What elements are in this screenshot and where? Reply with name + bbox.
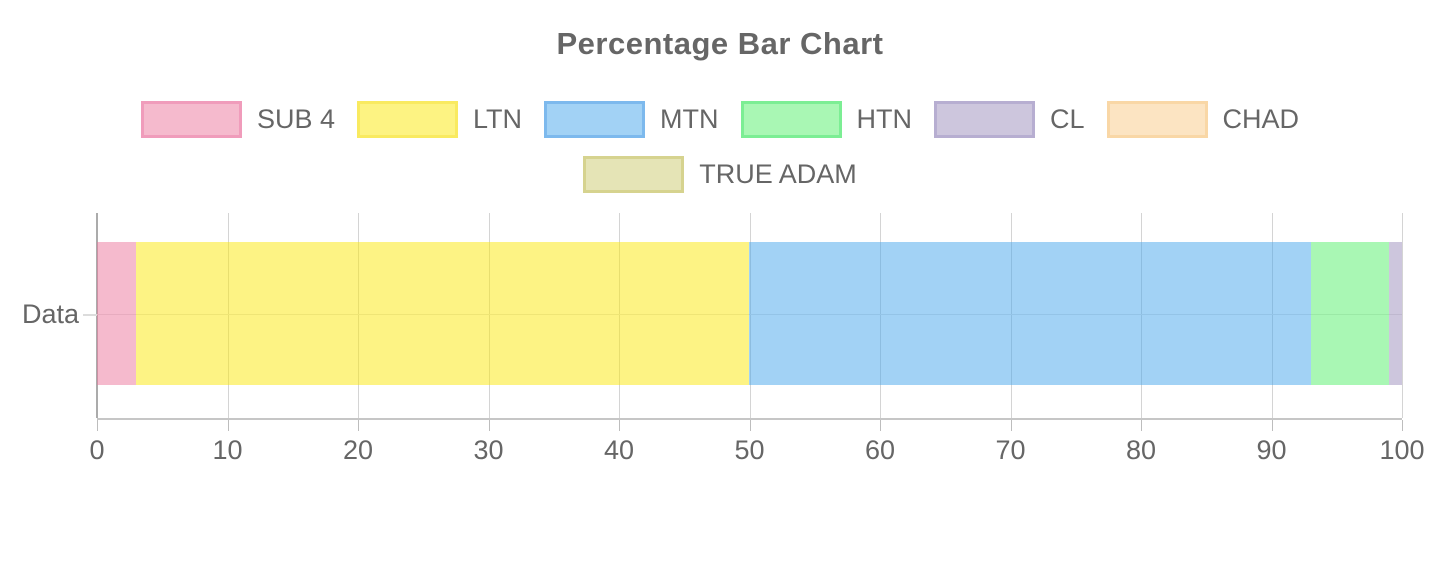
legend-label: MTN: [660, 104, 719, 134]
x-tick-label: 100: [1379, 435, 1425, 465]
x-tick-mark: [1402, 420, 1403, 431]
x-tick-mark: [488, 420, 490, 431]
x-axis-tick-marks: [97, 420, 1403, 431]
bar-segment-ltn[interactable]: [136, 242, 750, 385]
x-tick-label: 90: [1256, 435, 1287, 465]
x-tick-label: 60: [864, 435, 896, 465]
legend-row: SUB 4 LTN MTN HTN CL CHAD: [0, 101, 1440, 138]
legend-row: TRUE ADAM: [0, 156, 1440, 193]
legend-item-cl[interactable]: CL: [934, 101, 1085, 138]
legend-color-swatch: [583, 156, 685, 193]
x-tick-mark: [1010, 420, 1012, 431]
x-tick-mark: [749, 420, 751, 431]
legend-item-ltn[interactable]: LTN: [357, 101, 522, 138]
x-tick-mark: [227, 420, 229, 431]
x-tick-label: 10: [212, 435, 243, 465]
x-tick-label: 30: [473, 435, 504, 465]
bar-segment-sub-4[interactable]: [97, 242, 137, 385]
legend-color-swatch: [1106, 101, 1208, 138]
y-axis-tick-mark: [83, 314, 97, 316]
bar-segment-htn[interactable]: [1310, 242, 1389, 385]
legend-item-mtn[interactable]: MTN: [544, 101, 719, 138]
legend-color-swatch: [740, 101, 842, 138]
legend-item-chad[interactable]: CHAD: [1106, 101, 1300, 138]
x-tick-label: 0: [89, 435, 105, 465]
legend-item-sub-4[interactable]: SUB 4: [140, 101, 335, 138]
x-tick-label: 50: [734, 435, 765, 465]
x-tick-mark: [619, 420, 620, 431]
x-tick-mark: [358, 420, 359, 431]
legend-label: TRUE ADAM: [699, 159, 857, 189]
x-tick-label: 80: [1125, 435, 1157, 465]
legend-label: HTN: [856, 104, 913, 134]
bar-segment-cl[interactable]: [1388, 242, 1402, 385]
x-tick-label: 70: [995, 435, 1026, 465]
x-tick-mark: [1271, 420, 1273, 431]
vertical-gridline: [1402, 213, 1403, 418]
plot-area: 0 10 20 30 40 50 60 70 80 90 100: [89, 213, 1425, 465]
legend-label: CL: [1050, 104, 1085, 134]
x-axis-tick-labels: 0 10 20 30 40 50 60 70 80 90 100: [89, 435, 1424, 465]
x-tick-label: 40: [603, 435, 635, 465]
x-tick-label: 20: [342, 435, 374, 465]
x-tick-mark: [97, 420, 98, 431]
legend-color-swatch: [140, 101, 242, 138]
legend-color-swatch: [934, 101, 1035, 138]
chart-title: Percentage Bar Chart: [556, 26, 884, 61]
legend-label: CHAD: [1222, 104, 1300, 134]
legend-color-swatch: [357, 101, 458, 138]
legend-color-swatch: [544, 101, 646, 138]
legend-label: SUB 4: [256, 104, 335, 134]
stacked-bar: [97, 242, 1402, 385]
legend-item-true-adam[interactable]: TRUE ADAM: [583, 156, 857, 193]
bar-segment-mtn[interactable]: [749, 242, 1311, 385]
y-axis-category-label: Data: [21, 299, 79, 329]
legend-label: LTN: [473, 104, 523, 134]
legend-item-htn[interactable]: HTN: [740, 101, 913, 138]
x-tick-mark: [880, 420, 881, 431]
x-tick-mark: [1141, 420, 1142, 431]
